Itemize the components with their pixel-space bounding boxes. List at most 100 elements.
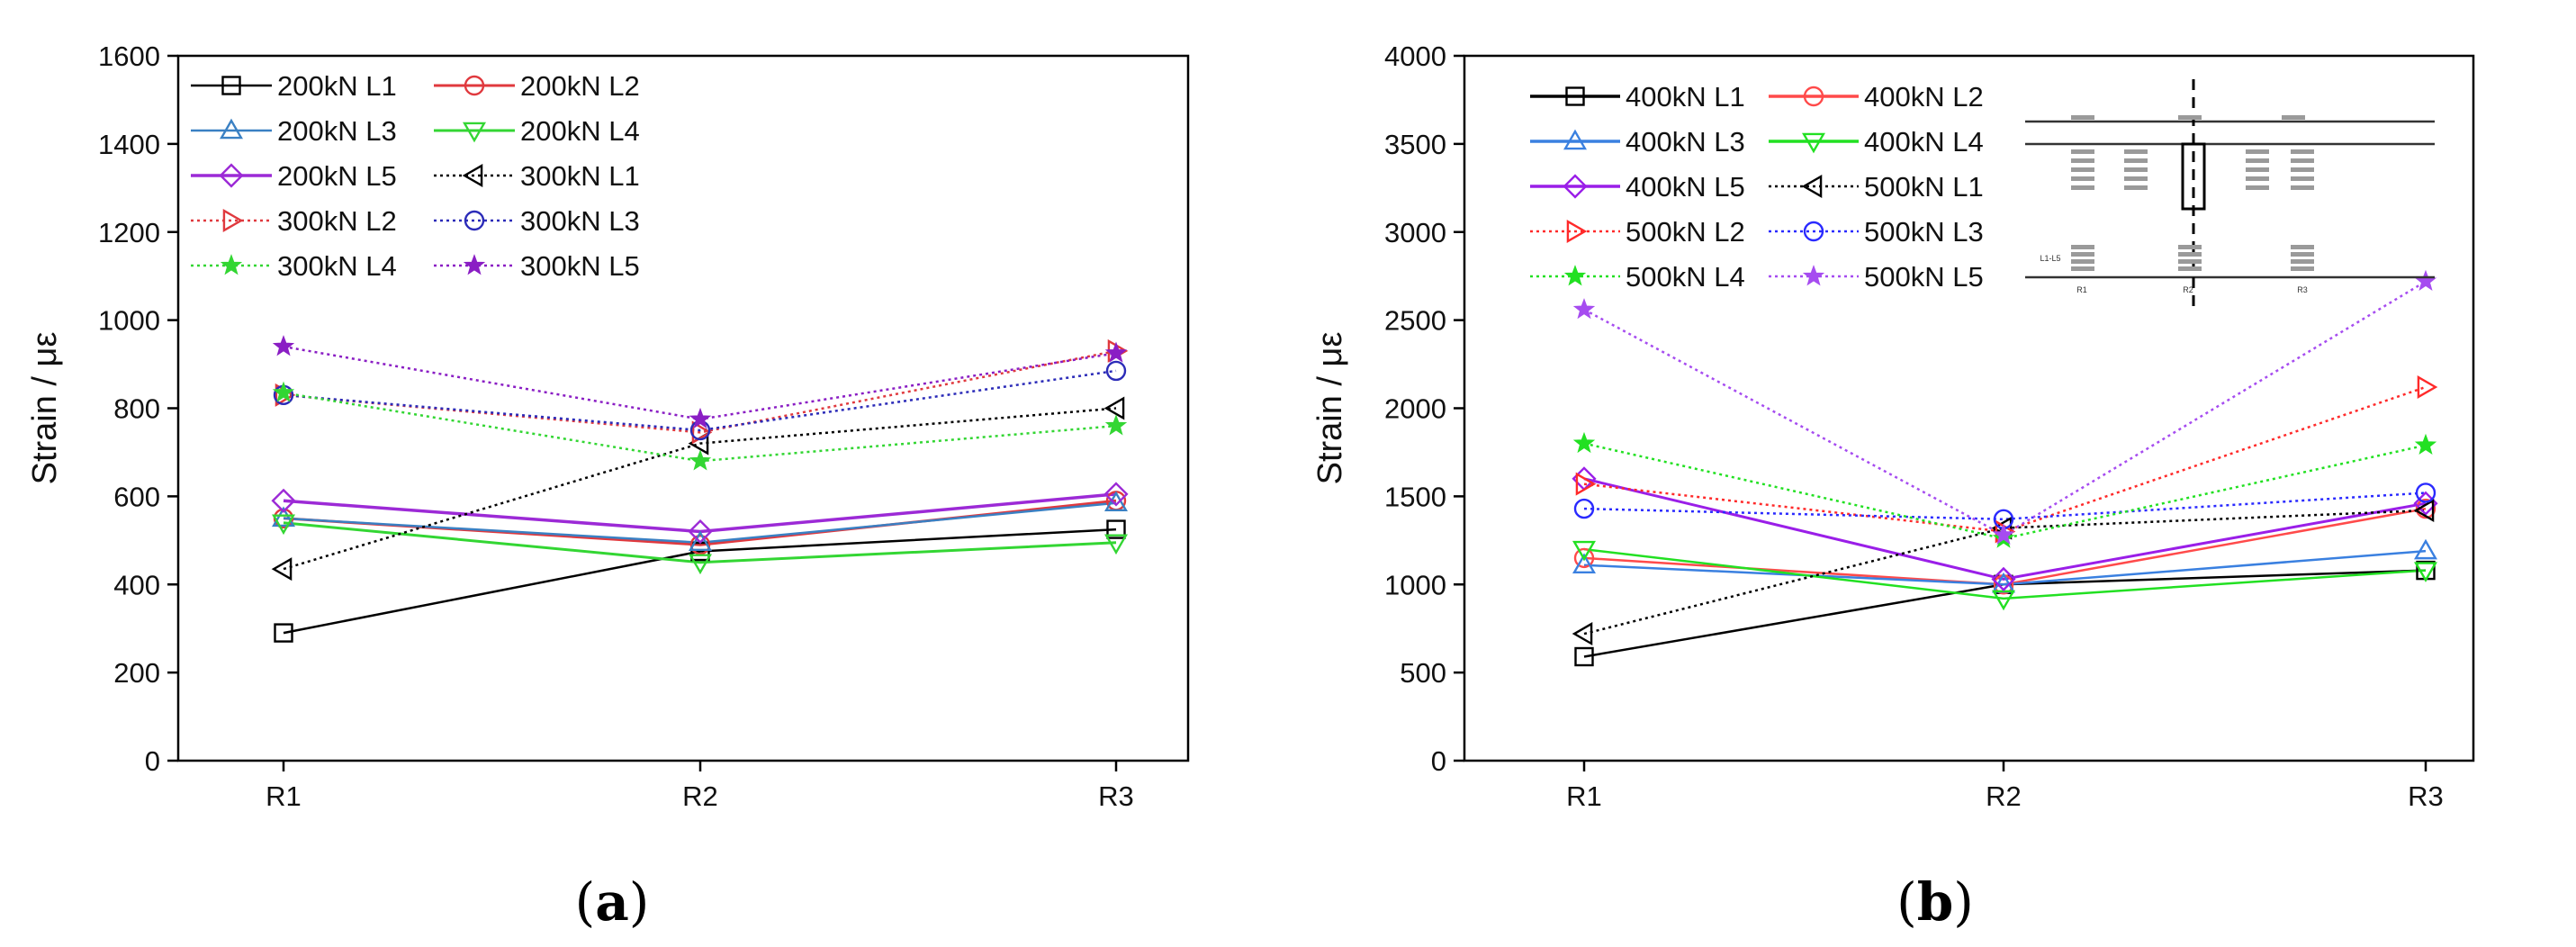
point-a-5-2	[1103, 396, 1125, 420]
legend-marker-a-9	[463, 254, 486, 275]
series-line-a-0	[283, 528, 1117, 635]
point-a-0-0	[274, 623, 293, 643]
inset-gauge-28	[2178, 252, 2202, 257]
point-b-4-1	[1991, 566, 2016, 591]
legend-marker-a-8	[220, 254, 243, 275]
point-b-8-0	[1572, 431, 1596, 454]
legend-label-a-8: 300kN L4	[277, 250, 397, 282]
point-b-9-0	[1572, 298, 1596, 320]
legend-b: 400kN L1 400kN L2 400kN L3 400kN L4 400kN L5…	[1530, 81, 1984, 293]
legend-label-b-4: 400kN L5	[1626, 171, 1745, 203]
inset-gauge-16	[2246, 176, 2269, 181]
series-line-a-3	[283, 521, 1117, 564]
inset-gauge-29	[2178, 259, 2202, 264]
legend-label-a-0: 200kN L1	[277, 70, 397, 102]
inset-gauge-31	[2291, 245, 2314, 249]
point-a-9-1	[689, 407, 712, 429]
y-tick-label-b-5: 2500	[1384, 305, 1446, 337]
x-tick-label-b-0: R1	[1566, 780, 1602, 812]
inset-gauge-10	[2124, 167, 2148, 172]
inset-gauge-17	[2246, 185, 2269, 190]
point-b-1-0	[1573, 547, 1595, 569]
inset-gauge-21	[2291, 176, 2314, 181]
point-a-3-1	[689, 554, 712, 575]
legend-label-a-1: 200kN L2	[520, 70, 640, 102]
legend-marker-b-7	[1803, 221, 1824, 242]
legend-marker-b-3	[1802, 132, 1825, 154]
legend-marker-a-7	[464, 210, 485, 231]
legend-a: 200kN L1 200kN L2 200kN L3 200kN L4 200kN L5…	[191, 70, 640, 282]
legend-label-a-3: 200kN L4	[520, 115, 640, 147]
point-b-0-0	[1574, 646, 1594, 667]
y-tick-label-a-3: 600	[113, 481, 160, 512]
series-line-b-2	[1583, 549, 2427, 586]
inset-pile-box	[2181, 142, 2206, 211]
panel-label-a: (a)	[575, 871, 650, 933]
x-tick-label-a-2: R3	[1098, 780, 1134, 812]
inset-gauge-12	[2124, 185, 2148, 190]
x-tick-label-a-0: R1	[266, 780, 302, 812]
y-tick-label-a-1: 200	[113, 657, 160, 689]
inset-sketch: L1-L5 R1 R2 R3	[2025, 79, 2435, 306]
series-line-b-7	[1583, 492, 2427, 521]
legend-label-a-9: 300kN L5	[520, 250, 640, 282]
y-tick-label-b-7: 3500	[1384, 129, 1446, 160]
panel-label-part-b-1: b	[1917, 871, 1954, 933]
inset-gauge-9	[2124, 158, 2148, 163]
panel-label-part-b-2: )	[1953, 871, 1974, 933]
legend-label-a-5: 300kN L1	[520, 160, 640, 192]
inset-gauge-3	[2071, 149, 2094, 154]
point-b-9-1	[1992, 523, 2015, 545]
inset-label-0: L1-L5	[2040, 254, 2060, 263]
y-tick-label-b-3: 1500	[1384, 481, 1446, 512]
y-tick-label-b-0: 0	[1431, 745, 1446, 777]
inset-gauge-27	[2178, 245, 2202, 249]
legend-marker-a-6	[222, 209, 244, 232]
y-tick-label-b-8: 4000	[1384, 41, 1446, 72]
y-tick-label-a-7: 1400	[98, 129, 160, 160]
inset-gauge-0	[2071, 115, 2094, 120]
chart-a: 0 200 400 600 800 1000 1200 1400 1600 R1 R2 R3 Strai…	[26, 41, 1190, 812]
inset-gauge-14	[2246, 158, 2269, 163]
point-a-3-2	[1104, 534, 1128, 555]
plot-frame-b	[1463, 54, 2475, 762]
legend-marker-b-0	[1565, 86, 1585, 106]
point-a-7-2	[1105, 360, 1127, 382]
point-a-2-0	[272, 506, 295, 528]
y-tick-label-a-6: 1200	[98, 217, 160, 248]
panel-label-part-a-0: (	[575, 871, 596, 933]
inset-gauge-15	[2246, 167, 2269, 172]
legend-label-b-3: 400kN L4	[1864, 126, 1984, 158]
point-b-2-2	[2414, 538, 2437, 560]
inset-gauge-6	[2071, 176, 2094, 181]
inset-gauge-5	[2071, 167, 2094, 172]
point-b-1-2	[2415, 498, 2436, 519]
y-axis-label-a: Strain / με	[26, 332, 64, 485]
x-tick-label-b-1: R2	[1986, 780, 2022, 812]
panel-label-b: (b)	[1896, 871, 1974, 933]
legend-marker-a-3	[463, 122, 486, 143]
series-line-b-9	[1583, 280, 2427, 537]
chart-b: 0 500 1000 1500 2000 2500 3000 3500 4000 R1 R2 R3 St…	[1311, 41, 2475, 812]
panel-label-part-a-1: a	[595, 871, 629, 933]
series-line-b-6	[1583, 385, 2427, 533]
y-tick-label-a-0: 0	[145, 745, 160, 777]
legend-marker-b-2	[1563, 129, 1587, 150]
point-b-7-2	[2415, 483, 2436, 503]
inset-gauge-7	[2071, 185, 2094, 190]
inset-gauge-13	[2246, 149, 2269, 154]
y-tick-label-a-5: 1000	[98, 305, 160, 337]
point-a-8-0	[272, 381, 295, 402]
inset-gauge-26	[2071, 266, 2094, 271]
inset-gauge-20	[2291, 167, 2314, 172]
series-line-b-1	[1583, 507, 2427, 586]
inset-label-1: R1	[2076, 285, 2087, 294]
point-b-3-2	[2414, 562, 2437, 582]
series-line-a-5	[283, 407, 1117, 571]
x-tick-label-a-1: R2	[682, 780, 718, 812]
legend-label-b-2: 400kN L3	[1626, 126, 1745, 158]
legend-marker-b-1	[1803, 86, 1824, 107]
legend-marker-a-0	[221, 76, 241, 95]
point-b-9-2	[2414, 269, 2437, 291]
inset-gauge-4	[2071, 158, 2094, 163]
